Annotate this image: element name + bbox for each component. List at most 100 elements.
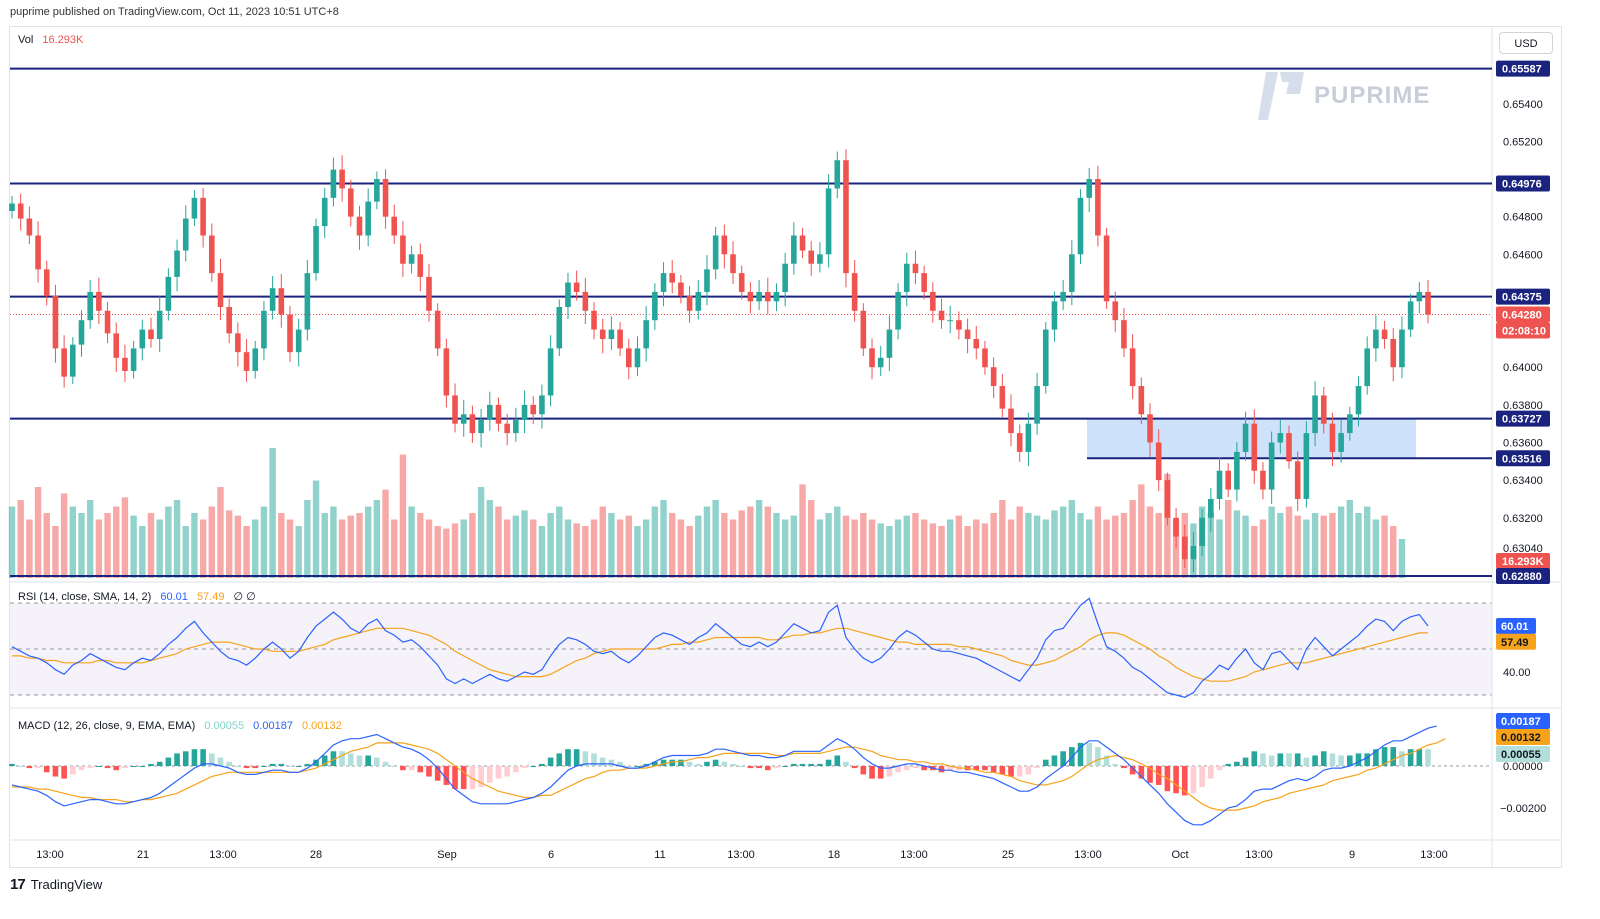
macd-histogram-bar bbox=[1016, 766, 1023, 777]
macd-histogram-bar bbox=[226, 761, 232, 766]
price-badge bbox=[1496, 410, 1550, 427]
candle-body bbox=[339, 169, 345, 189]
volume-bar bbox=[217, 487, 224, 578]
macd-histogram-bar bbox=[1373, 749, 1379, 766]
time-tick-label: 21 bbox=[137, 849, 149, 861]
volume-bar bbox=[755, 500, 763, 578]
candle-body bbox=[1390, 338, 1397, 368]
macd-histogram-bar bbox=[921, 766, 927, 771]
candle-body bbox=[521, 404, 528, 420]
macd-badge bbox=[1496, 713, 1550, 729]
volume-bar bbox=[408, 506, 415, 578]
candle-body bbox=[860, 310, 867, 349]
volume-bar bbox=[642, 519, 650, 578]
rsi-line bbox=[11, 597, 1429, 698]
macd-histogram-bar bbox=[1320, 751, 1327, 766]
macd-histogram-bar bbox=[843, 761, 849, 766]
volume-bar bbox=[686, 526, 693, 578]
volume-bar bbox=[1094, 506, 1102, 578]
volume-bar bbox=[712, 500, 719, 578]
volume-bar bbox=[173, 500, 181, 578]
candle-body bbox=[513, 419, 519, 434]
macd-histogram-bar bbox=[695, 763, 702, 766]
volume-bar bbox=[1363, 506, 1371, 578]
volume-bar bbox=[1294, 515, 1301, 578]
rsi-badge-label: 60.01 bbox=[1501, 621, 1529, 633]
macd-histogram-bar bbox=[52, 766, 59, 777]
volume-bar bbox=[1216, 519, 1223, 578]
volume-bar bbox=[1207, 513, 1215, 578]
macd-histogram-bar bbox=[582, 751, 589, 766]
macd-histogram-bar bbox=[704, 761, 710, 766]
macd-histogram-bar bbox=[782, 766, 788, 767]
volume-bar bbox=[364, 506, 372, 578]
volume-bar bbox=[564, 519, 572, 578]
currency-button[interactable]: USD bbox=[1499, 32, 1553, 54]
volume-bar bbox=[834, 506, 841, 578]
puprime-logo-icon bbox=[1258, 72, 1304, 120]
macd-histogram-bar bbox=[1355, 753, 1362, 766]
volume-bar bbox=[1346, 500, 1354, 578]
volume-bar bbox=[747, 506, 754, 578]
volume-bar bbox=[738, 510, 745, 578]
candle-body bbox=[1155, 442, 1162, 481]
macd-badge-label: 0.00187 bbox=[1501, 716, 1541, 728]
macd-histogram-bar bbox=[530, 766, 537, 767]
macd-histogram-bar bbox=[1338, 755, 1344, 766]
macd-histogram-bar bbox=[1425, 749, 1431, 766]
volume-bar bbox=[443, 528, 450, 578]
macd-histogram-bar bbox=[1407, 749, 1414, 766]
candle-body bbox=[452, 395, 458, 424]
volume-bar bbox=[243, 526, 250, 578]
macd-histogram-bar bbox=[156, 761, 163, 766]
macd-histogram-bar bbox=[1199, 766, 1205, 787]
macd-histogram-bar bbox=[599, 757, 606, 766]
candle-body bbox=[738, 273, 745, 292]
macd-histogram-bar bbox=[1051, 755, 1058, 766]
volume-bar bbox=[1059, 506, 1067, 578]
candle-body bbox=[1303, 433, 1310, 499]
candle-body bbox=[1260, 470, 1266, 490]
macd-histogram-bar bbox=[1312, 755, 1318, 766]
volume-bar bbox=[1268, 506, 1275, 578]
macd-histogram-bar bbox=[764, 766, 771, 771]
macd-histogram-bar bbox=[1225, 763, 1231, 766]
candle-body bbox=[504, 423, 510, 434]
macd-signal-legend-value: 0.00132 bbox=[302, 720, 342, 732]
macd-histogram-bar bbox=[678, 759, 684, 766]
macd-badge bbox=[1496, 746, 1550, 762]
candle-body bbox=[851, 273, 858, 311]
volume-bar bbox=[981, 523, 989, 578]
price-badge bbox=[1496, 288, 1550, 305]
rsi-sma-legend-value: 57.49 bbox=[196, 591, 225, 603]
volume-bar bbox=[816, 519, 824, 578]
volume-bar bbox=[773, 513, 780, 578]
candle-body bbox=[1425, 291, 1431, 315]
candle-body bbox=[1077, 197, 1084, 255]
volume-bar bbox=[1277, 513, 1284, 578]
candle-body bbox=[669, 273, 676, 283]
candle-body bbox=[730, 254, 736, 274]
volume-bar bbox=[547, 513, 554, 578]
candle-body bbox=[1181, 536, 1188, 560]
volume-bar bbox=[8, 506, 16, 578]
candle-body bbox=[877, 357, 884, 368]
macd-histogram-bar bbox=[304, 763, 311, 766]
macd-hist-legend-value: 0.00055 bbox=[204, 720, 245, 732]
volume-bar bbox=[1025, 513, 1032, 578]
candle-body bbox=[304, 273, 311, 330]
macd-histogram-bar bbox=[1095, 747, 1101, 766]
volume-bar bbox=[477, 487, 485, 578]
volume-bar bbox=[764, 506, 771, 578]
volume-bar bbox=[573, 523, 580, 578]
volume-bar bbox=[1303, 519, 1310, 578]
volume-bar bbox=[1138, 484, 1145, 578]
candle-body bbox=[330, 169, 337, 198]
price-badge bbox=[1496, 450, 1550, 467]
price-badge-label: 0.63727 bbox=[1502, 414, 1542, 426]
macd-histogram-bar bbox=[1347, 755, 1353, 766]
macd-histogram-bar bbox=[1242, 757, 1249, 766]
candle-body bbox=[1164, 480, 1171, 518]
price-badge-label: 0.62880 bbox=[1502, 571, 1542, 583]
